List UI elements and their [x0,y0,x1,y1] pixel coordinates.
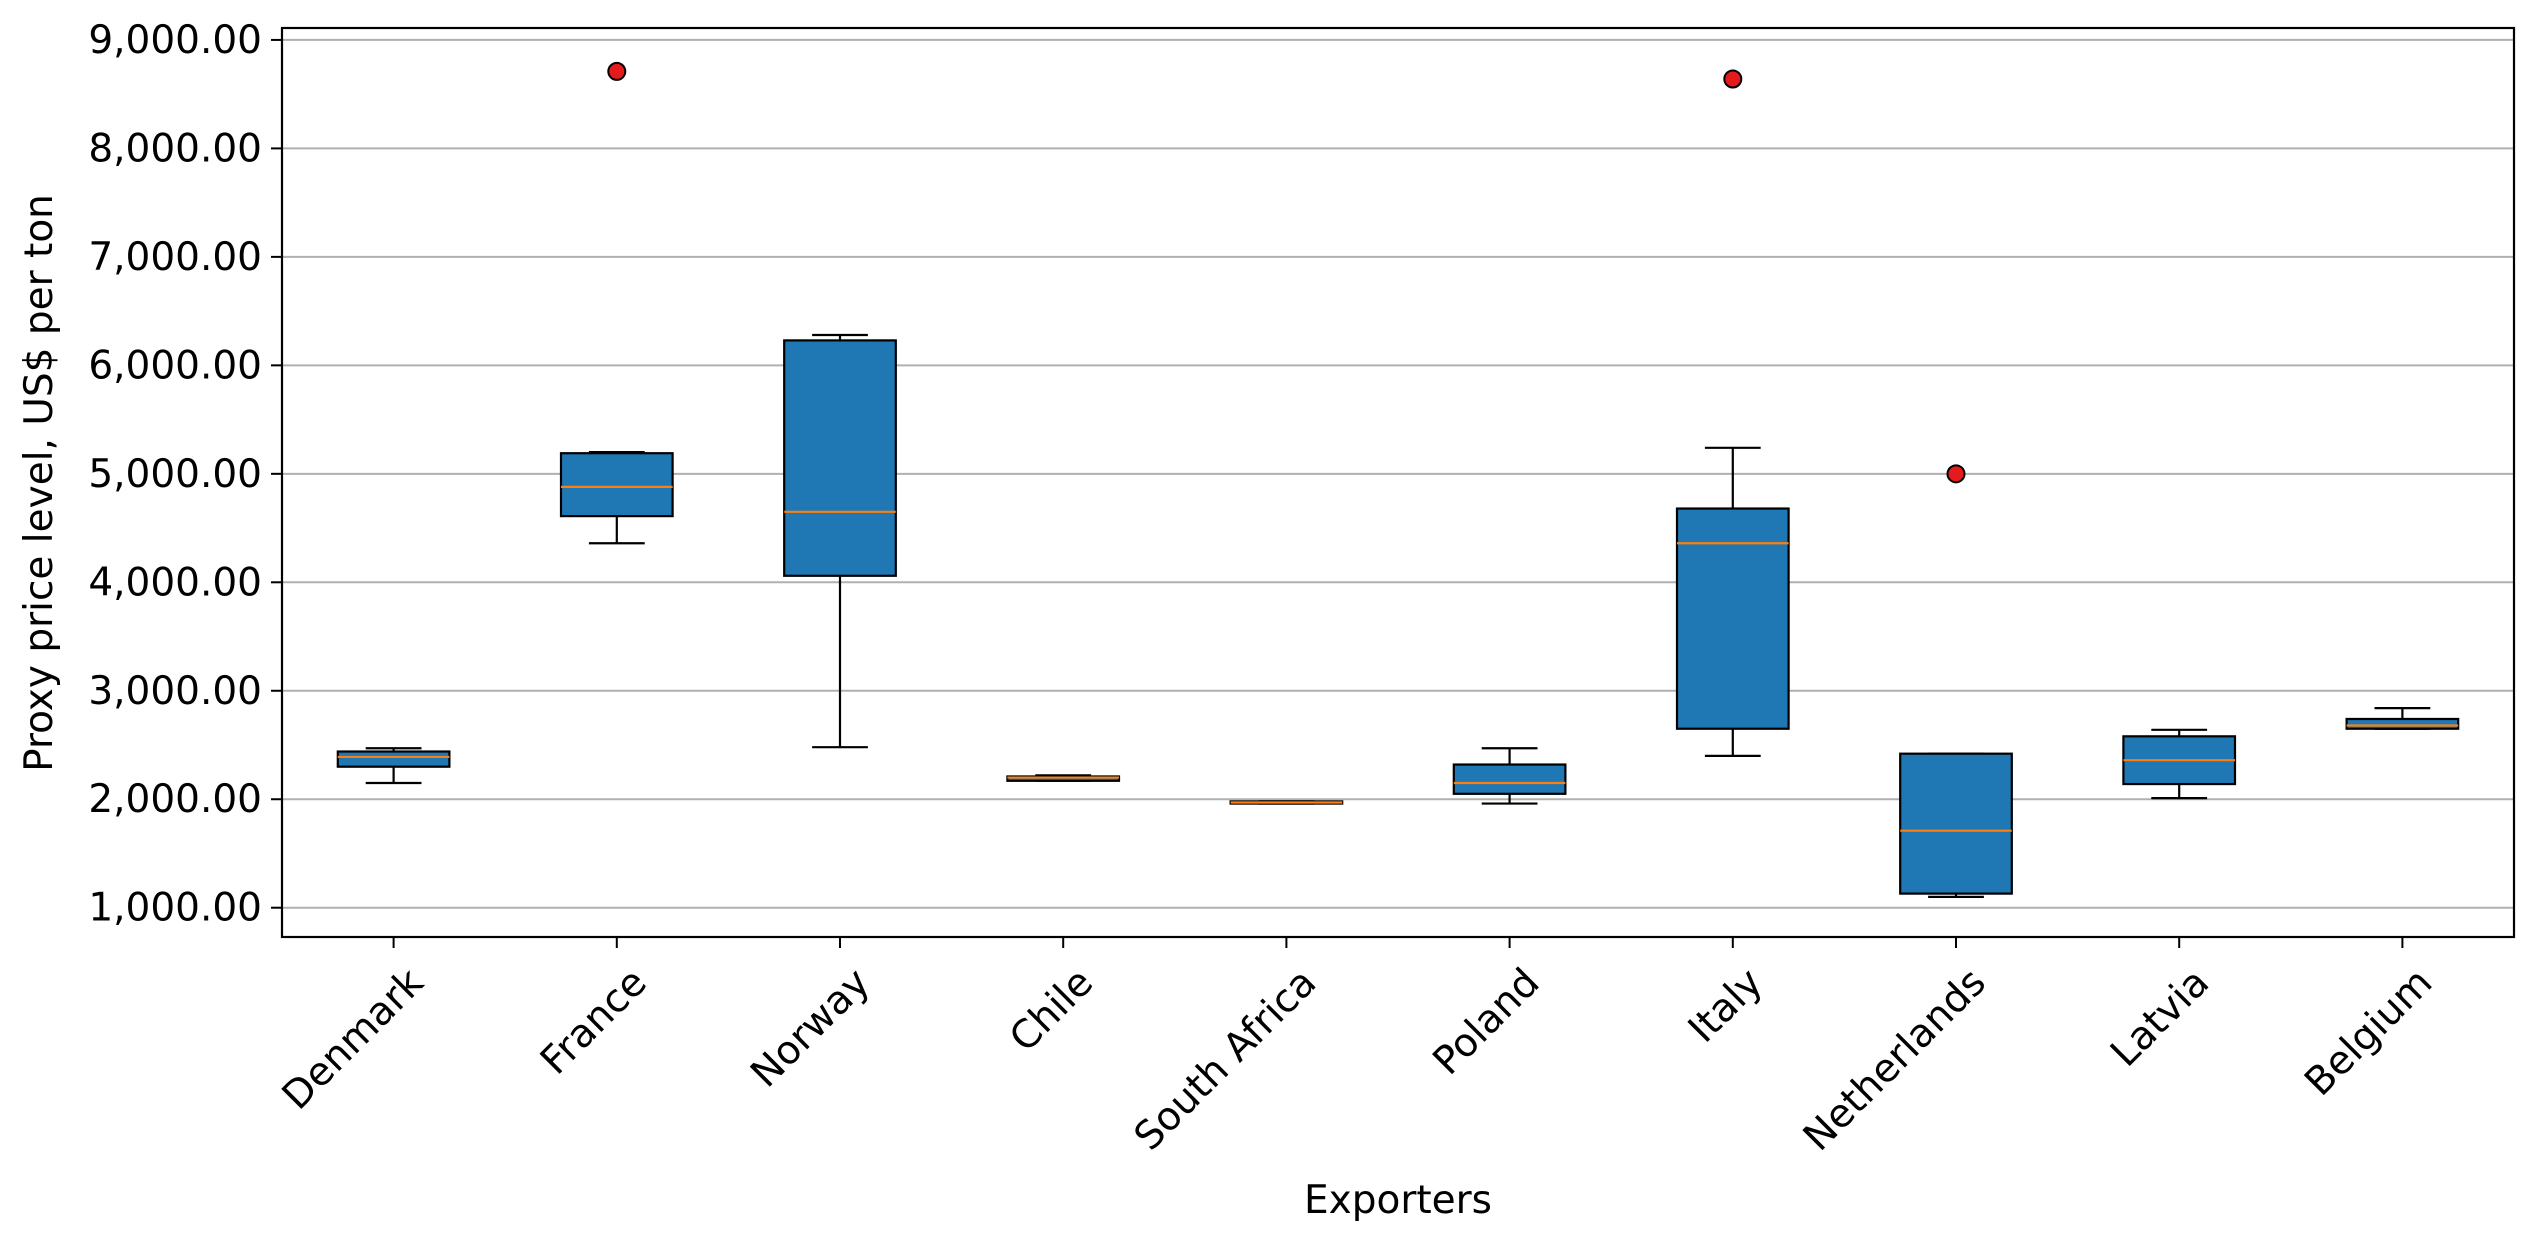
x-tick-label: Denmark [274,960,433,1119]
x-tick-label: Belgium [2296,960,2441,1105]
y-tick-label: 5,000.00 [88,452,262,497]
y-tick-label: 1,000.00 [88,886,262,931]
x-tick-label: Italy [1680,960,1772,1052]
y-tick-label: 2,000.00 [88,777,262,822]
x-tick-label: Netherlands [1795,960,1995,1160]
iqr-box [783,339,897,577]
x-tick-label: Chile [1001,960,1102,1061]
y-axis-label: Proxy price level, US$ per ton [17,194,62,772]
box-italy [1675,69,1790,757]
y-tick-label: 8,000.00 [88,126,262,171]
iqr-box [1675,507,1790,730]
y-tick-label: 7,000.00 [88,235,262,280]
box-south-africa [1229,800,1344,805]
x-tick-label: Latvia [2102,960,2218,1076]
boxes [336,61,2460,898]
plot-frame [280,26,2516,939]
iqr-box [336,750,451,768]
box-france [559,61,674,545]
box-norway [783,333,897,749]
box-poland [1452,747,1567,805]
x-axis-label: Exporters [1304,1178,1492,1223]
box-denmark [336,747,451,785]
x-tick-label: Norway [742,960,878,1096]
outlier-point [1723,69,1743,89]
y-tick-label: 4,000.00 [88,560,262,605]
box-chile [1006,774,1121,782]
x-tick-label: South Africa [1126,960,1325,1159]
y-tick-label: 9,000.00 [88,18,262,63]
y-tick-label: 6,000.00 [88,343,262,388]
box-belgium [2345,707,2460,730]
y-axis: 1,000.00 2,000.00 3,000.00 4,000.00 5,000.00… [88,18,282,931]
x-axis: Denmark France Norway Chile South Africa Pola… [274,937,2441,1160]
iqr-box [1452,763,1567,795]
x-tick-label: France [532,960,656,1084]
box-latvia [2122,728,2237,800]
iqr-box [559,452,674,518]
outlier-point [607,61,627,81]
box-netherlands [1899,464,2013,898]
iqr-box [1899,752,2013,895]
y-tick-label: 3,000.00 [88,669,262,714]
iqr-box [2345,717,2460,730]
outlier-point [1946,464,1966,484]
x-tick-label: Poland [1425,960,1549,1084]
